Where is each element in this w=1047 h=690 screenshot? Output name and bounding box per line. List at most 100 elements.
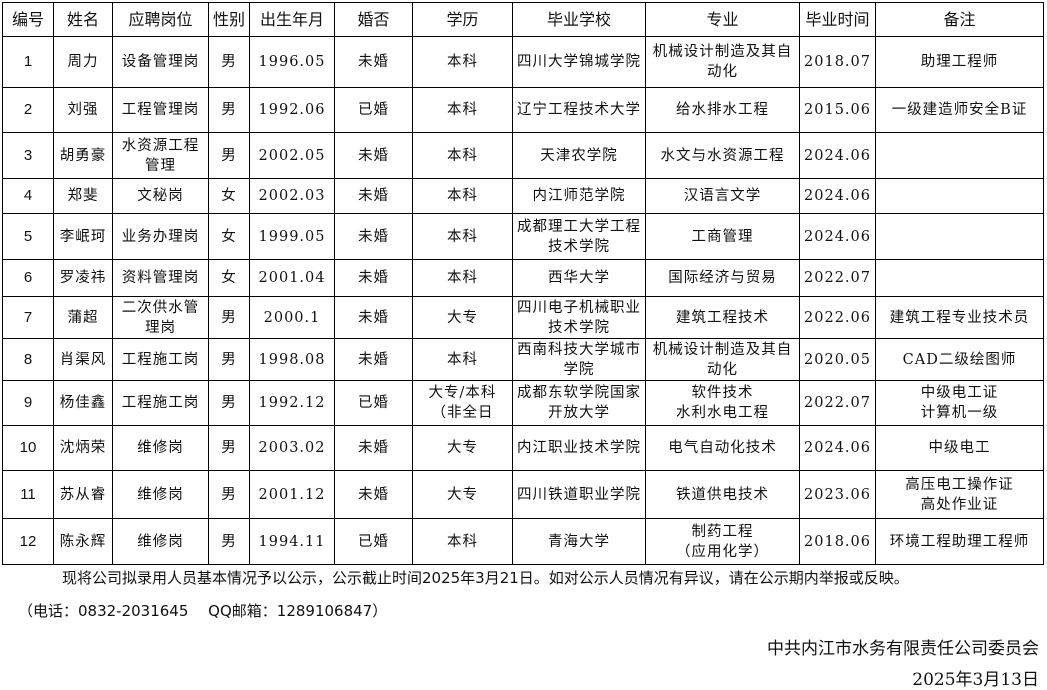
header-gender: 性别: [208, 2, 250, 37]
cell-position: 业务办理岗: [112, 213, 209, 260]
header-position: 应聘岗位: [112, 2, 209, 37]
cell-gender: 男: [208, 470, 250, 519]
table-row: 11 苏从睿 维修岗男 2001.12 未婚 大专 四川铁道职业学院 铁道供电技术 2023.0…: [2, 470, 1044, 519]
cell-birth: 2000.1: [249, 296, 335, 339]
issuing-organization: 中共内江市水务有限责任公司委员会: [767, 639, 1039, 659]
cell-grad-date: 2024.06: [799, 213, 876, 260]
cell-education: 本科: [412, 518, 513, 565]
cell-remarks: CAD二级绘图师: [875, 338, 1044, 381]
cell-grad-date: 2022.07: [799, 259, 876, 297]
cell-name: 肖渠风: [53, 338, 113, 381]
cell-major: 工商管理: [645, 213, 800, 260]
cell-school: 成都东软学院国家开放大学: [512, 380, 646, 426]
table-row: 7 蒲超 二次供水管理岗男 2000.1 未婚 大专 四川电子机械职业技术学院 建筑工程技术 2…: [2, 296, 1044, 339]
cell-education: 本科: [412, 338, 513, 381]
cell-major: 机械设计制造及其自动化: [645, 338, 800, 381]
table-row: 8 肖渠风 工程施工岗男 1998.08 未婚 本科 西南科技大学城市学院 机械设计制造及其自…: [2, 338, 1044, 381]
cell-number: 5: [2, 213, 54, 260]
cell-name: 郑斐: [53, 178, 113, 214]
cell-marital: 已婚: [334, 87, 413, 133]
cell-school: 西南科技大学城市学院: [512, 338, 646, 381]
cell-name: 罗凌祎: [53, 259, 113, 297]
cell-gender: 男: [208, 380, 250, 426]
cell-education: 大专: [412, 470, 513, 519]
cell-birth: 1992.06: [249, 87, 335, 133]
table-row: 12 陈永辉 维修岗男 1994.11 已婚 本科 青海大学 制药工程 （应用化学） 2018.…: [2, 518, 1044, 565]
cell-education: 本科: [412, 132, 513, 179]
cell-birth: 1999.05: [249, 213, 335, 260]
cell-school: 四川铁道职业学院: [512, 470, 646, 519]
header-education: 学历: [412, 2, 513, 37]
header-remarks: 备注: [875, 2, 1044, 37]
cell-major: 给水排水工程: [645, 87, 800, 133]
cell-marital: 未婚: [334, 470, 413, 519]
cell-number: 2: [2, 87, 54, 133]
cell-marital: 未婚: [334, 259, 413, 297]
table-row: 1 周力 设备管理岗男 1996.05 未婚 本科 四川大学锦城学院 机械设计制造及其自动化 2…: [2, 36, 1044, 88]
cell-number: 9: [2, 380, 54, 426]
table-row: 5 李岷珂 业务办理岗女 1999.05 未婚 本科 成都理工大学工程技术学院 工商管理 202…: [2, 213, 1044, 260]
cell-major: 制药工程 （应用化学）: [645, 518, 800, 565]
cell-name: 李岷珂: [53, 213, 113, 260]
cell-position: 二次供水管理岗: [112, 296, 209, 339]
cell-birth: 1996.05: [249, 36, 335, 88]
cell-education: 本科: [412, 259, 513, 297]
cell-grad-date: 2024.06: [799, 132, 876, 179]
cell-position: 资料管理岗: [112, 259, 209, 297]
cell-grad-date: 2022.07: [799, 380, 876, 426]
cell-gender: 男: [208, 132, 250, 179]
cell-school: 天津农学院: [512, 132, 646, 179]
cell-grad-date: 2024.06: [799, 178, 876, 214]
cell-major: 国际经济与贸易: [645, 259, 800, 297]
contact-info: （电话：0832-2031645 QQ邮箱：1289106847）: [18, 602, 388, 620]
cell-grad-date: 2020.05: [799, 338, 876, 381]
cell-school: 青海大学: [512, 518, 646, 565]
cell-number: 1: [2, 36, 54, 88]
cell-education: 大专: [412, 296, 513, 339]
cell-name: 刘强: [53, 87, 113, 133]
cell-remarks: [875, 259, 1044, 297]
header-birth: 出生年月: [249, 2, 335, 37]
cell-number: 11: [2, 470, 54, 519]
cell-number: 6: [2, 259, 54, 297]
cell-marital: 已婚: [334, 380, 413, 426]
cell-marital: 未婚: [334, 132, 413, 179]
cell-education: 大专/本科 （非全日: [412, 380, 513, 426]
cell-major: 汉语言文学: [645, 178, 800, 214]
cell-school: 内江师范学院: [512, 178, 646, 214]
notice-text: 现将公司拟录用人员基本情况予以公示，公示截止时间2025年3月21日。如对公示人…: [62, 569, 909, 587]
cell-position: 工程施工岗: [112, 338, 209, 381]
cell-gender: 女: [208, 259, 250, 297]
cell-marital: 未婚: [334, 178, 413, 214]
cell-gender: 男: [208, 36, 250, 88]
cell-school: 成都理工大学工程技术学院: [512, 213, 646, 260]
table-header-row: 编号 姓名 应聘岗位 性别 出生年月 婚否 学历 毕业学校 专业 毕业时间 备注: [2, 2, 1044, 37]
table-row: 6 罗凌祎 资料管理岗女 2001.04 未婚 本科 西华大学 国际经济与贸易 2022.07: [2, 259, 1044, 297]
cell-school: 四川大学锦城学院: [512, 36, 646, 88]
cell-grad-date: 2015.06: [799, 87, 876, 133]
cell-gender: 男: [208, 338, 250, 381]
cell-education: 本科: [412, 178, 513, 214]
cell-grad-date: 2023.06: [799, 470, 876, 519]
cell-birth: 1992.12: [249, 380, 335, 426]
cell-school: 四川电子机械职业技术学院: [512, 296, 646, 339]
cell-position: 维修岗: [112, 518, 209, 565]
cell-name: 苏从睿: [53, 470, 113, 519]
cell-major: 软件技术 水利水电工程: [645, 380, 800, 426]
cell-remarks: [875, 213, 1044, 260]
header-grad-date: 毕业时间: [799, 2, 876, 37]
cell-major: 建筑工程技术: [645, 296, 800, 339]
cell-remarks: 一级建造师安全B证: [875, 87, 1044, 133]
cell-school: 内江职业技术学院: [512, 425, 646, 471]
cell-position: 工程管理岗: [112, 87, 209, 133]
cell-major: 铁道供电技术: [645, 470, 800, 519]
cell-grad-date: 2024.06: [799, 425, 876, 471]
cell-birth: 2002.05: [249, 132, 335, 179]
cell-number: 7: [2, 296, 54, 339]
cell-remarks: 环境工程助理工程师: [875, 518, 1044, 565]
cell-birth: 2002.03: [249, 178, 335, 214]
cell-position: 水资源工程管理: [112, 132, 209, 179]
cell-position: 工程施工岗: [112, 380, 209, 426]
cell-gender: 男: [208, 518, 250, 565]
cell-birth: 2003.02: [249, 425, 335, 471]
